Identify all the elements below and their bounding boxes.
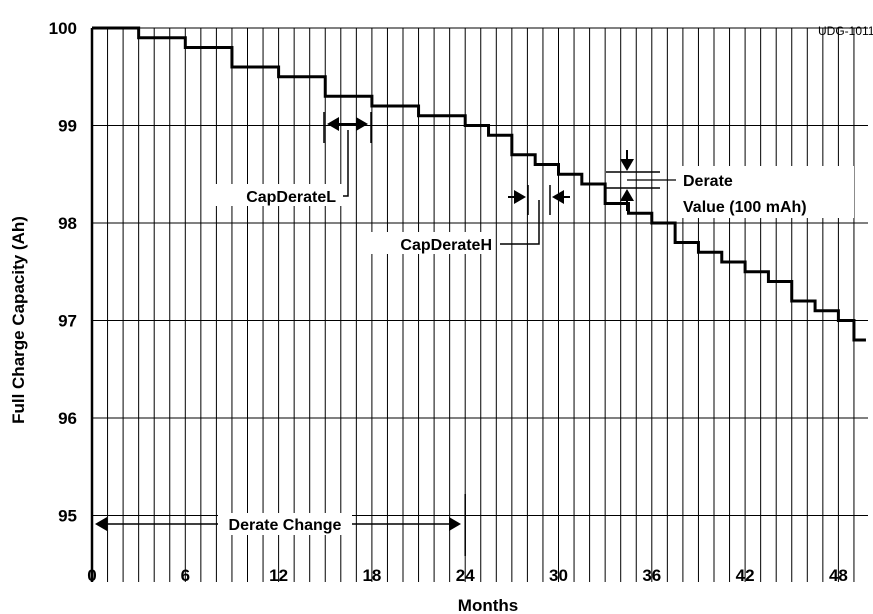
capderateh-arrow-right: [514, 190, 526, 204]
y-axis-title: Full Charge Capacity (Ah): [9, 216, 28, 424]
x-tick-label: 36: [642, 566, 661, 585]
x-tick-label: 48: [829, 566, 848, 585]
derate-value-label-line2: Value (100 mAh): [683, 199, 807, 216]
derate-arrow-up: [620, 189, 634, 201]
x-axis-title: Months: [458, 596, 518, 614]
y-tick-label: 99: [58, 117, 77, 136]
capderatel-arrow-left: [327, 117, 339, 131]
grid: [92, 28, 868, 582]
y-tick-label: 100: [49, 19, 77, 38]
watermark-label: UDG-10114: [818, 24, 873, 38]
x-tick-label: 24: [456, 566, 475, 585]
x-tick-label: 6: [181, 566, 190, 585]
x-tick-label: 30: [549, 566, 568, 585]
derate-arrow-down: [620, 159, 634, 171]
derate-change-arrow-right: [449, 517, 461, 531]
derate-change-arrow-left: [95, 517, 107, 531]
x-tick-label: 12: [269, 566, 288, 585]
x-tick-label: 0: [87, 566, 96, 585]
derate-change-label: Derate Change: [229, 517, 342, 534]
y-tick-labels: 95 96 97 98 99 100: [49, 19, 77, 526]
x-tick-label: 18: [362, 566, 381, 585]
capderatel-arrow-right: [356, 117, 368, 131]
capderatel-label: CapDerateL: [246, 189, 336, 206]
capderateh-leader: [500, 200, 539, 244]
y-tick-label: 97: [58, 312, 77, 331]
annotations: CapDerateL CapDerateH Derate Value (100 mAh…: [92, 112, 854, 556]
capderateh-label: CapDerateH: [400, 237, 492, 254]
derate-value-label-line1: Derate: [683, 173, 733, 190]
y-tick-label: 96: [58, 409, 77, 428]
x-tick-labels: 0 6 12 18 24 30 36 42 48: [87, 566, 848, 585]
x-tick-label: 42: [736, 566, 755, 585]
y-tick-label: 98: [58, 214, 77, 233]
y-tick-label: 95: [58, 507, 77, 526]
